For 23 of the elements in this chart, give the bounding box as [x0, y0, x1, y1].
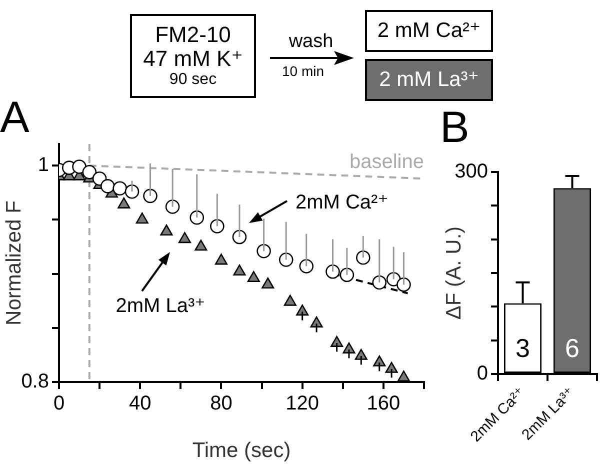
text-box: 2 mM Ca²⁺: [365, 10, 493, 52]
x-axis-title: Time (sec): [192, 439, 291, 462]
y-tick-label: 300: [454, 160, 488, 183]
annotation: 3: [516, 333, 530, 364]
series-label: baseline: [349, 151, 424, 174]
x-tick-label: 0: [53, 392, 65, 415]
x-tick-label: 40: [128, 392, 152, 415]
chart-title: B: [440, 103, 470, 152]
text: wash: [288, 31, 334, 53]
text: 10 min: [280, 63, 326, 80]
series-label: 2mM La³⁺: [116, 295, 206, 318]
y-tick-label: 0.8: [21, 370, 49, 393]
annotation: 6: [565, 333, 580, 364]
y-axis-title: Normalized F: [2, 200, 26, 326]
chart-title: A: [0, 93, 30, 142]
text-box: FM2-10 47 mM K⁺ 90 sec: [130, 14, 256, 98]
y-axis-title: ΔF (A. U.): [442, 226, 466, 320]
x-tick-label: 80: [210, 392, 232, 415]
filled-box: 2 mM La³⁺: [365, 59, 493, 101]
y-tick-label: 1: [38, 154, 49, 176]
x-tick-label: 120: [286, 392, 320, 415]
x-tick-label: 160: [366, 392, 400, 415]
legend-label: 2mM Ca²⁺: [295, 192, 388, 214]
